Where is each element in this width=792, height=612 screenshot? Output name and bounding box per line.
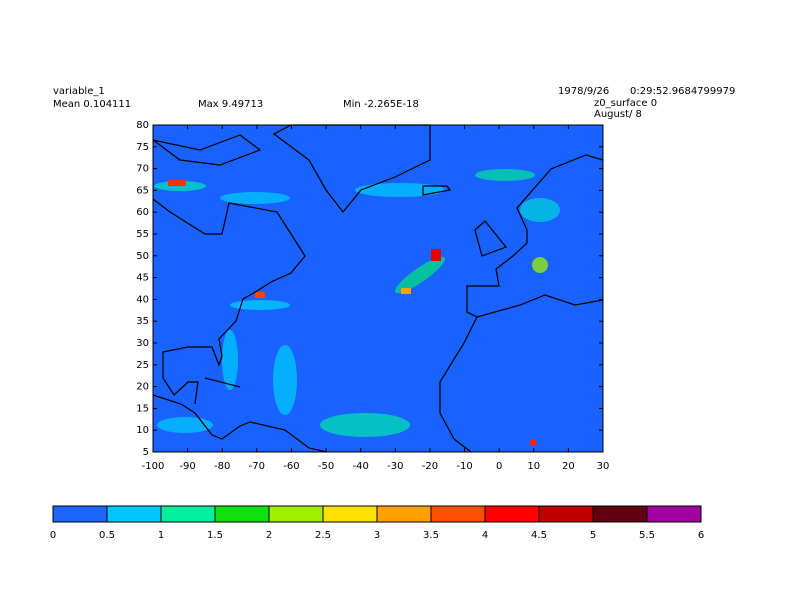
y-tick-label: 75	[136, 142, 149, 153]
colorbar-tick-label: 5	[590, 530, 596, 541]
field-hotspot	[431, 249, 441, 261]
colorbar-segment	[377, 506, 431, 522]
map-frame	[152, 124, 604, 453]
map-field	[152, 124, 604, 453]
colorbar-segment	[485, 506, 539, 522]
field-hotspot	[168, 180, 186, 186]
time-label: 0:29:52.9684799979	[630, 86, 735, 97]
axes: -100 -90 -80 -70 -60 -50 -40 -30 -20 -10 0 10 20 3051…	[136, 120, 609, 472]
x-tick-label: 10	[527, 461, 540, 472]
coastlines	[152, 124, 604, 453]
month-label: August/ 8	[594, 109, 642, 120]
colorbar-segment	[539, 506, 593, 522]
x-tick-label: 20	[562, 461, 575, 472]
y-tick-label: 60	[136, 207, 149, 218]
colorbar-tick-label: 0	[50, 530, 56, 541]
y-tick-label: 35	[136, 316, 149, 327]
colorbar-tick-label: 1.5	[207, 530, 223, 541]
colorbar-segment	[215, 506, 269, 522]
colorbar-segment	[323, 506, 377, 522]
colorbar-tick-label: 6	[698, 530, 704, 541]
colorbar-segment	[269, 506, 323, 522]
x-tick-label: -100	[142, 461, 165, 472]
x-tick-label: -10	[456, 461, 472, 472]
colorbar-segment	[161, 506, 215, 522]
date-label: 1978/9/26	[558, 86, 609, 97]
colorbar-tick-label: 4.5	[531, 530, 547, 541]
y-tick-label: 65	[136, 185, 149, 196]
y-tick-label: 15	[136, 403, 149, 414]
y-tick-label: 80	[136, 120, 149, 131]
colorbar-tick-label: 4	[482, 530, 488, 541]
max-label: Max 9.49713	[198, 99, 263, 110]
colorbar-segment	[647, 506, 701, 522]
mean-label: Mean 0.104111	[53, 99, 131, 110]
y-tick-label: 5	[143, 447, 149, 458]
x-tick-label: -60	[283, 461, 299, 472]
field-patches	[154, 169, 560, 437]
y-tick-label: 55	[136, 229, 149, 240]
colorbar: 0 0.5 1 1.5 2 2.5 3 3.5 4 4.5 5 5.5 6	[50, 505, 704, 541]
x-tick-label: -90	[179, 461, 195, 472]
variable-name: variable_1	[53, 86, 105, 97]
field-hotspot	[530, 440, 536, 446]
x-tick-label: -70	[249, 461, 265, 472]
y-tick-label: 45	[136, 273, 149, 284]
y-tick-label: 70	[136, 164, 149, 175]
colorbar-tick-label: 3.5	[423, 530, 439, 541]
colorbar-tick-label: 1	[158, 530, 164, 541]
x-tick-label: -30	[387, 461, 403, 472]
colorbar-tick-label: 2.5	[315, 530, 331, 541]
colorbar-segment	[53, 506, 107, 522]
x-tick-label: -50	[318, 461, 334, 472]
x-tick-label: -20	[422, 461, 438, 472]
field-background	[153, 125, 603, 452]
field-hotspot	[401, 288, 411, 294]
x-tick-label: 0	[496, 461, 502, 472]
colorbar-tick-label: 5.5	[639, 530, 655, 541]
x-tick-label: -40	[353, 461, 369, 472]
min-label: Min -2.265E-18	[343, 99, 419, 110]
y-tick-label: 25	[136, 360, 149, 371]
x-tick-label: -80	[214, 461, 230, 472]
colorbar-segment	[431, 506, 485, 522]
y-tick-label: 20	[136, 382, 149, 393]
field-hotspot	[255, 292, 265, 298]
y-tick-label: 30	[136, 338, 149, 349]
y-tick-label: 10	[136, 425, 149, 436]
y-tick-label: 50	[136, 251, 149, 262]
colorbar-tick-label: 3	[374, 530, 380, 541]
colorbar-segment	[107, 506, 161, 522]
colorbar-tick-label: 0.5	[99, 530, 115, 541]
y-tick-label: 40	[136, 294, 149, 305]
colorbar-segment	[593, 506, 647, 522]
x-tick-label: 30	[597, 461, 610, 472]
colorbar-tick-label: 2	[266, 530, 272, 541]
level-label: z0_surface 0	[594, 98, 657, 109]
